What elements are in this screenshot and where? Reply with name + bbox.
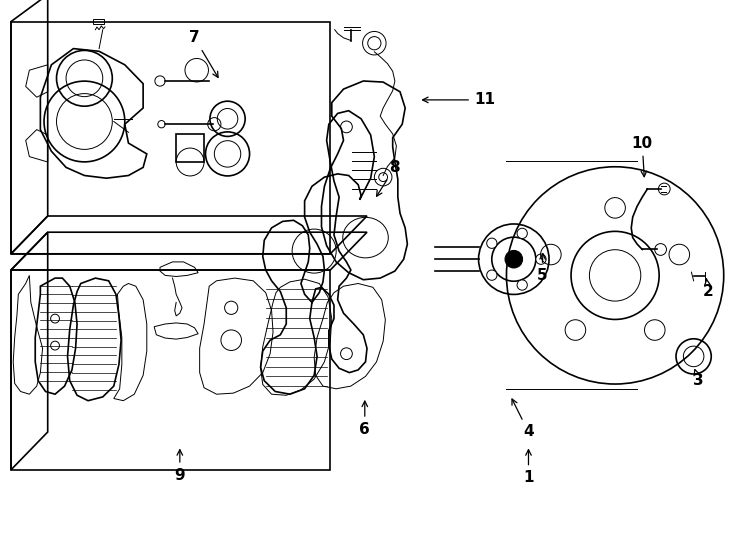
Circle shape xyxy=(487,238,497,248)
Circle shape xyxy=(487,270,497,280)
Text: 2: 2 xyxy=(703,279,713,299)
Bar xyxy=(176,134,204,162)
Circle shape xyxy=(517,280,527,290)
Text: 7: 7 xyxy=(189,30,218,77)
Text: 4: 4 xyxy=(512,399,534,440)
Text: 5: 5 xyxy=(537,254,547,283)
Text: 6: 6 xyxy=(360,401,370,437)
Text: 9: 9 xyxy=(175,450,185,483)
Text: 3: 3 xyxy=(694,369,704,388)
Text: 10: 10 xyxy=(632,136,653,177)
Text: 1: 1 xyxy=(523,450,534,485)
Circle shape xyxy=(517,228,527,239)
Circle shape xyxy=(536,254,546,265)
Text: 11: 11 xyxy=(423,92,495,107)
Circle shape xyxy=(505,251,523,268)
Text: 8: 8 xyxy=(377,160,400,196)
Bar xyxy=(93,19,104,24)
